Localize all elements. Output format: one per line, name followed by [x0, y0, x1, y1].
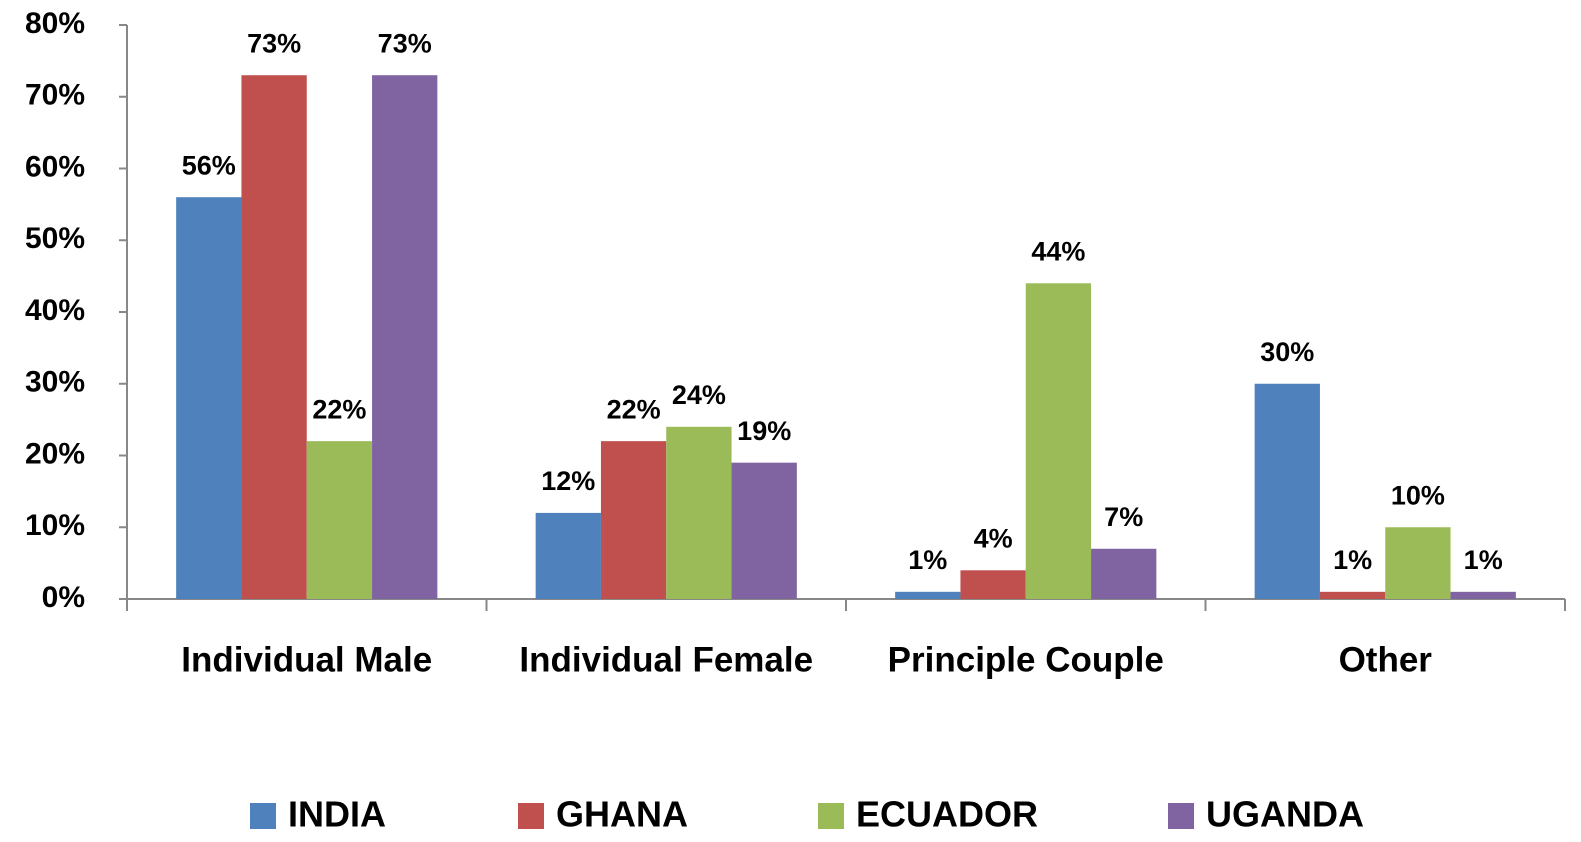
bar [1091, 548, 1157, 599]
value-label: 22% [607, 394, 661, 424]
bar [1450, 591, 1516, 599]
x-tick-label: Principle Couple [888, 640, 1164, 679]
y-tick-label: 30% [25, 366, 85, 399]
bar [535, 512, 601, 599]
value-label: 7% [1104, 502, 1143, 532]
y-tick-label: 80% [25, 7, 85, 40]
legend-label: GHANA [556, 794, 688, 835]
legend-swatch [250, 803, 276, 829]
legend-label: INDIA [288, 794, 386, 835]
bar [1319, 591, 1386, 599]
value-label: 19% [737, 416, 791, 446]
legend-swatch [518, 803, 544, 829]
bar [306, 441, 373, 599]
legend-swatch [1168, 803, 1194, 829]
value-label: 1% [908, 545, 947, 575]
bar [241, 75, 307, 600]
legend-label: ECUADOR [856, 794, 1038, 835]
value-label: 12% [541, 466, 595, 496]
value-label: 1% [1464, 545, 1503, 575]
y-tick-label: 10% [25, 509, 85, 542]
value-label: 4% [974, 523, 1013, 553]
y-tick-label: 70% [25, 79, 85, 112]
value-label: 30% [1260, 337, 1314, 367]
y-tick-label: 0% [42, 581, 85, 614]
bar [176, 197, 242, 599]
bar [960, 570, 1026, 599]
value-label: 56% [182, 150, 236, 180]
bar [731, 462, 797, 599]
x-tick-label: Individual Female [519, 640, 813, 679]
legend-label: UGANDA [1206, 794, 1364, 835]
x-tick-label: Individual Male [181, 640, 432, 679]
y-tick-label: 50% [25, 222, 85, 255]
y-tick-label: 40% [25, 294, 85, 327]
value-label: 22% [312, 394, 366, 424]
bar [895, 591, 961, 599]
bar [666, 426, 732, 599]
value-label: 73% [247, 28, 301, 58]
y-tick-label: 20% [25, 437, 85, 470]
value-label: 44% [1031, 236, 1085, 266]
value-label: 73% [378, 28, 432, 58]
bar [1254, 383, 1320, 599]
legend-swatch [818, 803, 844, 829]
value-label: 10% [1391, 480, 1445, 510]
bar [372, 75, 438, 600]
bar [600, 441, 667, 599]
value-label: 1% [1333, 545, 1372, 575]
bar [1025, 283, 1092, 599]
value-label: 24% [672, 380, 726, 410]
y-tick-label: 60% [25, 150, 85, 183]
bar [1385, 527, 1451, 599]
x-tick-label: Other [1339, 640, 1433, 679]
